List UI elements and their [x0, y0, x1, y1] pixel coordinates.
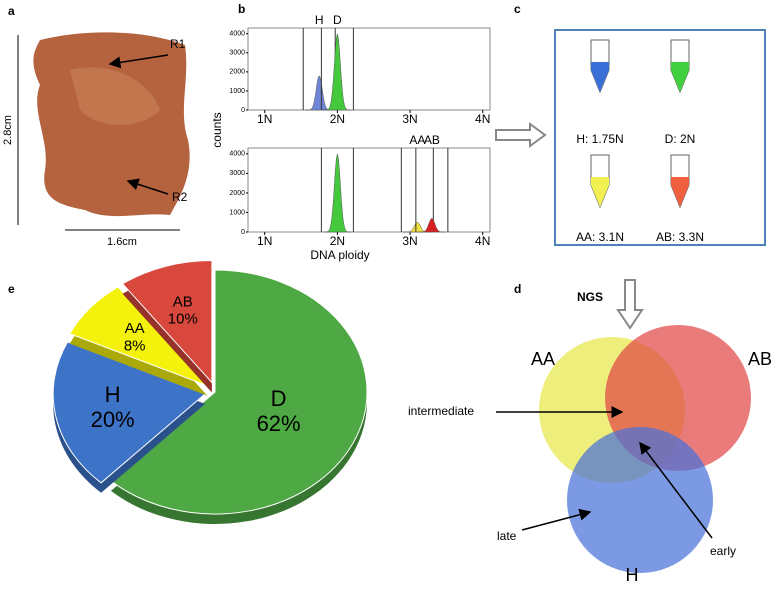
x-tick-label: 3N — [402, 234, 417, 248]
panel-label: b — [238, 2, 245, 16]
peak — [323, 33, 352, 111]
pie-slice — [52, 341, 207, 484]
slice-label: AA — [125, 320, 145, 337]
scale-label: 2.8cm — [2, 115, 14, 145]
x-tick-label: 1N — [257, 234, 272, 248]
y-tick-label: 1000 — [229, 88, 245, 95]
x-tick-label: 4N — [475, 112, 490, 126]
x-axis-label: DNA ploidy — [310, 248, 369, 262]
x-tick-label: 2N — [330, 234, 345, 248]
y-tick-label: 2000 — [229, 190, 245, 197]
arrow — [521, 508, 592, 531]
panel-label: d — [514, 282, 521, 296]
pie-slice — [69, 286, 208, 387]
tube-liquid — [591, 177, 609, 207]
x-tick-label: 4N — [475, 234, 490, 248]
peak — [323, 153, 352, 233]
y-tick-label: 0 — [241, 229, 245, 236]
y-axis-label: counts — [210, 112, 224, 147]
tube-liquid — [671, 177, 689, 207]
slice-label: D — [271, 386, 287, 411]
peak — [304, 75, 334, 111]
slice-label: H — [105, 382, 121, 407]
scale-label: 1.6cm — [107, 236, 137, 248]
annotation: early — [710, 544, 736, 558]
panel-label: a — [8, 4, 15, 18]
panel-label: e — [8, 282, 15, 296]
y-tick-label: 0 — [241, 107, 245, 114]
set-label: AB — [748, 349, 772, 369]
gate-label: H — [315, 13, 324, 27]
set-label: AA — [531, 349, 555, 369]
arrow — [108, 54, 169, 69]
slice-value: 62% — [257, 411, 301, 436]
tube-label: AB: 3.3N — [656, 230, 704, 244]
y-tick-label: 2000 — [229, 69, 245, 76]
annotation: intermediate — [408, 404, 474, 418]
slice-value: 20% — [91, 407, 135, 432]
tube-label: AA: 3.1N — [576, 230, 624, 244]
x-tick-label: 3N — [402, 112, 417, 126]
arrow — [126, 178, 169, 195]
tube-label: D: 2N — [665, 132, 696, 146]
arrow — [639, 441, 713, 539]
y-tick-label: 4000 — [229, 151, 245, 158]
peak — [417, 218, 446, 233]
x-tick-label: 2N — [330, 112, 345, 126]
annotation: late — [497, 529, 517, 543]
region-label: R2 — [172, 190, 188, 204]
pie-slice — [121, 259, 213, 384]
venn-circle — [567, 427, 713, 573]
tube-box — [554, 29, 766, 246]
region-label: R1 — [170, 37, 186, 51]
gate-label: AA — [409, 133, 425, 147]
slice-label: AB — [173, 293, 193, 310]
y-tick-label: 3000 — [229, 50, 245, 57]
plot-frame — [247, 27, 491, 111]
tissue-texture — [70, 67, 160, 125]
arrow — [616, 279, 644, 330]
slice-value: 8% — [124, 337, 146, 354]
tube-liquid — [591, 62, 609, 92]
panel-label: c — [514, 2, 521, 16]
pie-slice — [110, 269, 368, 515]
gate-label: AB — [424, 133, 440, 147]
y-tick-label: 4000 — [229, 31, 245, 38]
set-label: H — [626, 565, 639, 585]
method-label: NGS — [577, 290, 603, 304]
gate-label: D — [333, 13, 342, 27]
x-tick-label: 1N — [257, 112, 272, 126]
y-tick-label: 3000 — [229, 170, 245, 177]
y-tick-label: 1000 — [229, 209, 245, 216]
plot-frame — [247, 147, 491, 233]
slice-value: 10% — [168, 311, 198, 328]
arrow — [495, 122, 547, 148]
tube-liquid — [671, 62, 689, 92]
tube-label: H: 1.75N — [576, 132, 623, 146]
